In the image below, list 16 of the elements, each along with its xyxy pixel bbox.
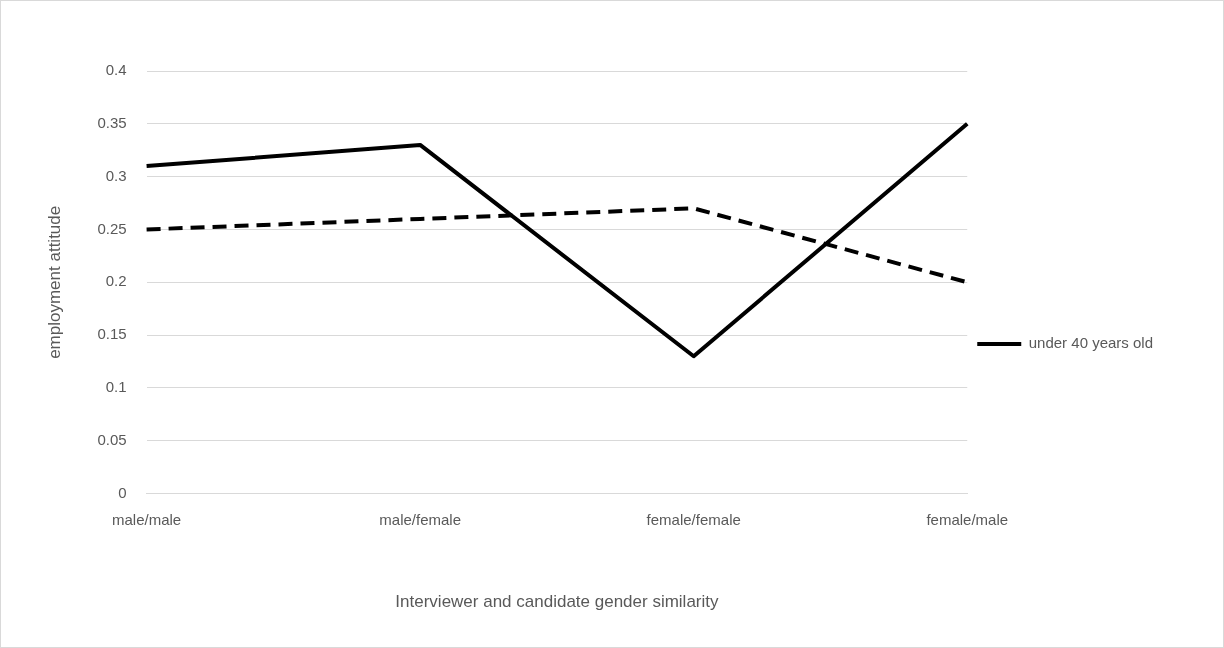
legend-label: under 40 years old — [1028, 334, 1153, 352]
y-tick-label: 0.4 — [105, 61, 127, 79]
y-tick-label: 0.15 — [97, 325, 127, 343]
x-tick-label: female/male — [926, 510, 1009, 528]
y-tick-label: 0.35 — [97, 113, 127, 131]
x-tick-label: female/female — [646, 510, 741, 528]
x-axis-title: Interviewer and candidate gender similarity — [395, 592, 719, 612]
y-axis-title: employment attitude — [44, 205, 64, 359]
y-tick-label: 0.3 — [105, 166, 127, 184]
y-tick-label: 0.1 — [105, 378, 127, 396]
x-tick-label: male/female — [379, 510, 461, 528]
x-tick-label: male/male — [111, 510, 182, 528]
y-tick-label: 0 — [118, 483, 127, 501]
y-tick-label: 0.2 — [105, 272, 127, 290]
y-tick-label: 0.05 — [97, 430, 127, 448]
y-tick-label: 0.25 — [97, 219, 127, 237]
